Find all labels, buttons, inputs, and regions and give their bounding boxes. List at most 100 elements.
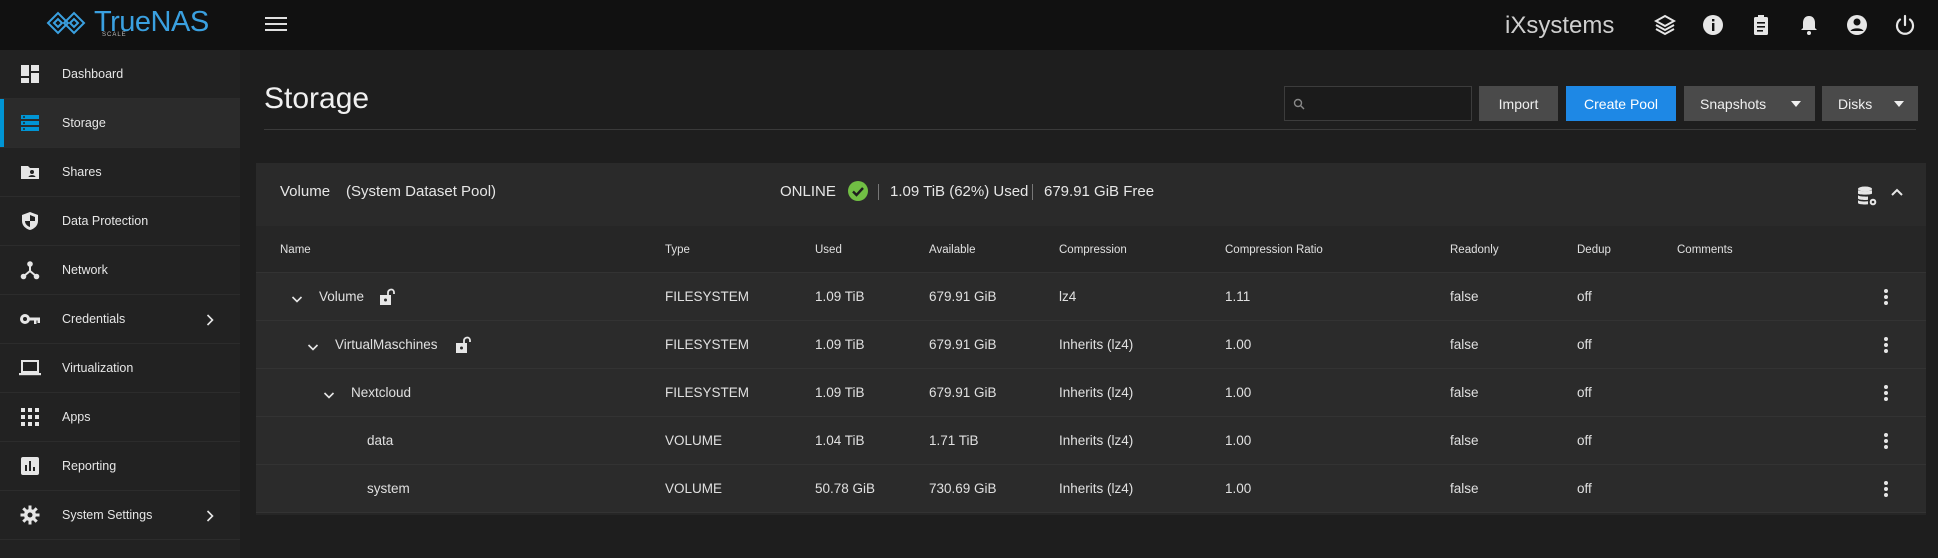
pool-card: Volume (System Dataset Pool) ONLINE 1.09… (256, 163, 1926, 515)
pool-settings-icon[interactable] (1856, 185, 1878, 207)
more-vert-icon[interactable] (1880, 479, 1892, 499)
dataset-readonly: false (1450, 289, 1479, 304)
chevron-down-icon[interactable] (307, 340, 319, 352)
column-header-available[interactable]: Available (929, 244, 976, 256)
snapshots-dropdown-button[interactable]: Snapshots (1684, 86, 1815, 121)
column-header-used[interactable]: Used (815, 244, 842, 256)
clipboard-icon[interactable] (1750, 14, 1772, 36)
dataset-compression: Inherits (lz4) (1059, 433, 1134, 448)
dataset-name: Nextcloud (351, 385, 412, 400)
truecommand-icon[interactable] (1654, 14, 1676, 36)
sidebar-item-dashboard[interactable]: Dashboard (0, 50, 240, 99)
chevron-up-icon[interactable] (1890, 185, 1904, 199)
sidebar-item-label: Reporting (62, 459, 117, 473)
dashboard-icon (19, 63, 41, 85)
sidebar-item-virtualization[interactable]: Virtualization (0, 344, 240, 393)
dataset-compression: Inherits (lz4) (1059, 385, 1134, 400)
search-input[interactable] (1284, 86, 1472, 121)
check-circle-icon (847, 180, 869, 202)
unlocked-icon[interactable] (379, 288, 395, 306)
pool-subtitle: (System Dataset Pool) (346, 183, 497, 200)
chevron-right-icon (204, 313, 216, 326)
sidebar-item-shares[interactable]: Shares (0, 148, 240, 197)
column-header-type[interactable]: Type (665, 244, 690, 256)
chevron-down-icon[interactable] (323, 388, 335, 400)
sidebar-item-label: System Settings (62, 508, 153, 522)
table-row[interactable]: Nextcloud FILESYSTEM 1.09 TiB 679.91 GiB… (256, 369, 1926, 417)
main-content: Storage Import Create Pool Snapshots Dis… (240, 50, 1938, 558)
truenas-logo[interactable]: TrueNAS (46, 8, 209, 37)
power-icon[interactable] (1894, 14, 1916, 36)
column-header-comments[interactable]: Comments (1677, 244, 1733, 256)
pool-free: 679.91 GiB Free (1044, 183, 1155, 200)
shares-icon (19, 161, 41, 183)
column-header-dedup[interactable]: Dedup (1577, 244, 1611, 256)
dataset-name: data (367, 433, 394, 448)
sidebar-item-data-protection[interactable]: Data Protection (0, 197, 240, 246)
dataset-type: FILESYSTEM (665, 337, 750, 352)
dataset-dedup: off (1577, 481, 1592, 496)
laptop-icon (19, 357, 41, 379)
sidebar-item-credentials[interactable]: Credentials (0, 295, 240, 344)
title-divider (264, 129, 1916, 130)
dataset-dedup: off (1577, 433, 1592, 448)
sidebar-item-network[interactable]: Network (0, 246, 240, 295)
apps-grid-icon (19, 406, 41, 428)
table-row[interactable]: Volume FILESYSTEM 1.09 TiB 679.91 GiB lz… (256, 273, 1926, 321)
sidebar-item-apps[interactable]: Apps (0, 393, 240, 442)
sidebar-item-label: Credentials (62, 312, 126, 326)
sidebar-item-storage[interactable]: Storage (0, 99, 240, 148)
column-header-readonly[interactable]: Readonly (1450, 244, 1499, 256)
column-header-compression-ratio[interactable]: Compression Ratio (1225, 244, 1323, 256)
account-icon[interactable] (1846, 14, 1868, 36)
pool-status: ONLINE (780, 183, 836, 200)
truenas-logo-icon (46, 11, 86, 34)
gear-icon (19, 504, 41, 526)
dataset-name: VirtualMaschines (335, 337, 438, 352)
table-row[interactable]: system VOLUME 50.78 GiB 730.69 GiB Inher… (256, 465, 1926, 513)
hamburger-menu-icon[interactable] (265, 17, 287, 33)
dataset-available: 730.69 GiB (929, 481, 997, 496)
dataset-used: 50.78 GiB (815, 481, 876, 496)
pool-name: Volume (280, 183, 331, 200)
sidebar-item-system-settings[interactable]: System Settings (0, 491, 240, 540)
divider (878, 184, 879, 200)
dataset-compression-ratio: 1.00 (1225, 481, 1252, 496)
dataset-compression-ratio: 1.00 (1225, 385, 1252, 400)
table-row[interactable]: VirtualMaschines FILESYSTEM 1.09 TiB 679… (256, 321, 1926, 369)
dataset-compression: lz4 (1059, 289, 1077, 304)
sidebar-item-reporting[interactable]: Reporting (0, 442, 240, 491)
info-icon[interactable] (1702, 14, 1724, 36)
dataset-readonly: false (1450, 433, 1479, 448)
column-header-name[interactable]: Name (280, 244, 311, 256)
more-vert-icon[interactable] (1880, 335, 1892, 355)
sidebar-item-label: Apps (62, 410, 91, 424)
dataset-available: 679.91 GiB (929, 337, 997, 352)
column-header-compression[interactable]: Compression (1059, 244, 1127, 256)
dataset-dedup: off (1577, 289, 1592, 304)
unlocked-icon[interactable] (455, 336, 471, 354)
dataset-compression: Inherits (lz4) (1059, 337, 1134, 352)
dataset-readonly: false (1450, 385, 1479, 400)
bell-icon[interactable] (1798, 14, 1820, 36)
caret-down-icon (1894, 101, 1904, 107)
disks-dropdown-button[interactable]: Disks (1822, 86, 1918, 121)
dataset-readonly: false (1450, 337, 1479, 352)
dataset-used: 1.09 TiB (815, 289, 865, 304)
import-button[interactable]: Import (1479, 86, 1558, 121)
table-row[interactable]: data VOLUME 1.04 TiB 1.71 TiB Inherits (… (256, 417, 1926, 465)
create-pool-button[interactable]: Create Pool (1566, 86, 1676, 121)
more-vert-icon[interactable] (1880, 383, 1892, 403)
top-bar: TrueNAS SCALE iXsystems (0, 0, 1938, 50)
dataset-type: FILESYSTEM (665, 289, 750, 304)
pool-header: Volume (System Dataset Pool) ONLINE 1.09… (256, 163, 1926, 226)
logo-edition: SCALE (102, 32, 127, 38)
dataset-used: 1.04 TiB (815, 433, 865, 448)
network-icon (19, 259, 41, 281)
chevron-down-icon[interactable] (291, 292, 303, 304)
more-vert-icon[interactable] (1880, 287, 1892, 307)
more-vert-icon[interactable] (1880, 431, 1892, 451)
dataset-available: 679.91 GiB (929, 289, 997, 304)
caret-down-icon (1791, 101, 1801, 107)
vendor-logo[interactable]: iXsystems (1505, 12, 1615, 39)
